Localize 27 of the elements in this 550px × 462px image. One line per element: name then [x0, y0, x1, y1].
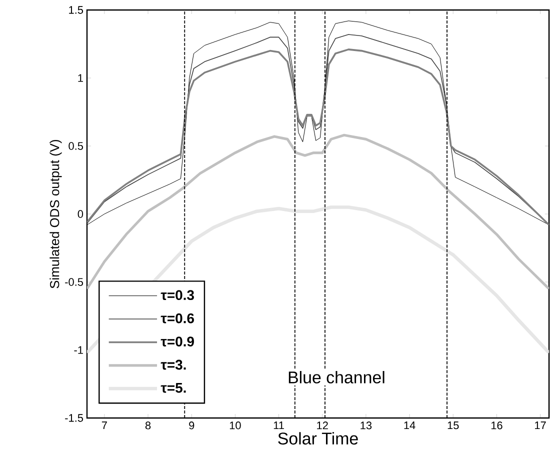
- legend-label: τ=0.9: [160, 336, 194, 346]
- legend-label: τ=5.: [160, 383, 186, 393]
- x-tick-label: 15: [448, 422, 459, 430]
- legend-label: τ=0.3: [160, 290, 194, 300]
- x-tick-label: 14: [404, 422, 416, 430]
- annotation: Blue channel: [288, 370, 384, 384]
- x-tick-label: 9: [189, 422, 194, 430]
- x-tick-label: 11: [274, 422, 284, 430]
- y-tick-label: 1: [78, 74, 83, 82]
- x-tick-label: 12: [317, 422, 328, 430]
- x-tick-label: 16: [491, 422, 502, 430]
- y-axis-title: Simulated ODS output (V): [50, 140, 62, 288]
- y-tick-label: 0.5: [68, 142, 84, 150]
- y-tick-label: 0: [78, 210, 84, 218]
- x-tick-label: 8: [145, 422, 151, 430]
- x-tick-label: 17: [535, 422, 546, 430]
- legend-label: τ=3.: [160, 360, 186, 370]
- x-axis-title: Solar Time: [278, 432, 358, 445]
- y-tick-label: -1.5: [65, 414, 84, 422]
- legend-label: τ=0.6: [160, 313, 194, 324]
- x-tick-label: 10: [230, 422, 241, 430]
- y-tick-label: 1.5: [69, 6, 84, 14]
- line-series: [87, 134, 550, 290]
- x-tick-label: 7: [102, 422, 107, 430]
- x-tick-label: 13: [360, 422, 372, 430]
- y-tick-label: -1: [74, 346, 83, 354]
- y-tick-label: -0.5: [65, 278, 84, 286]
